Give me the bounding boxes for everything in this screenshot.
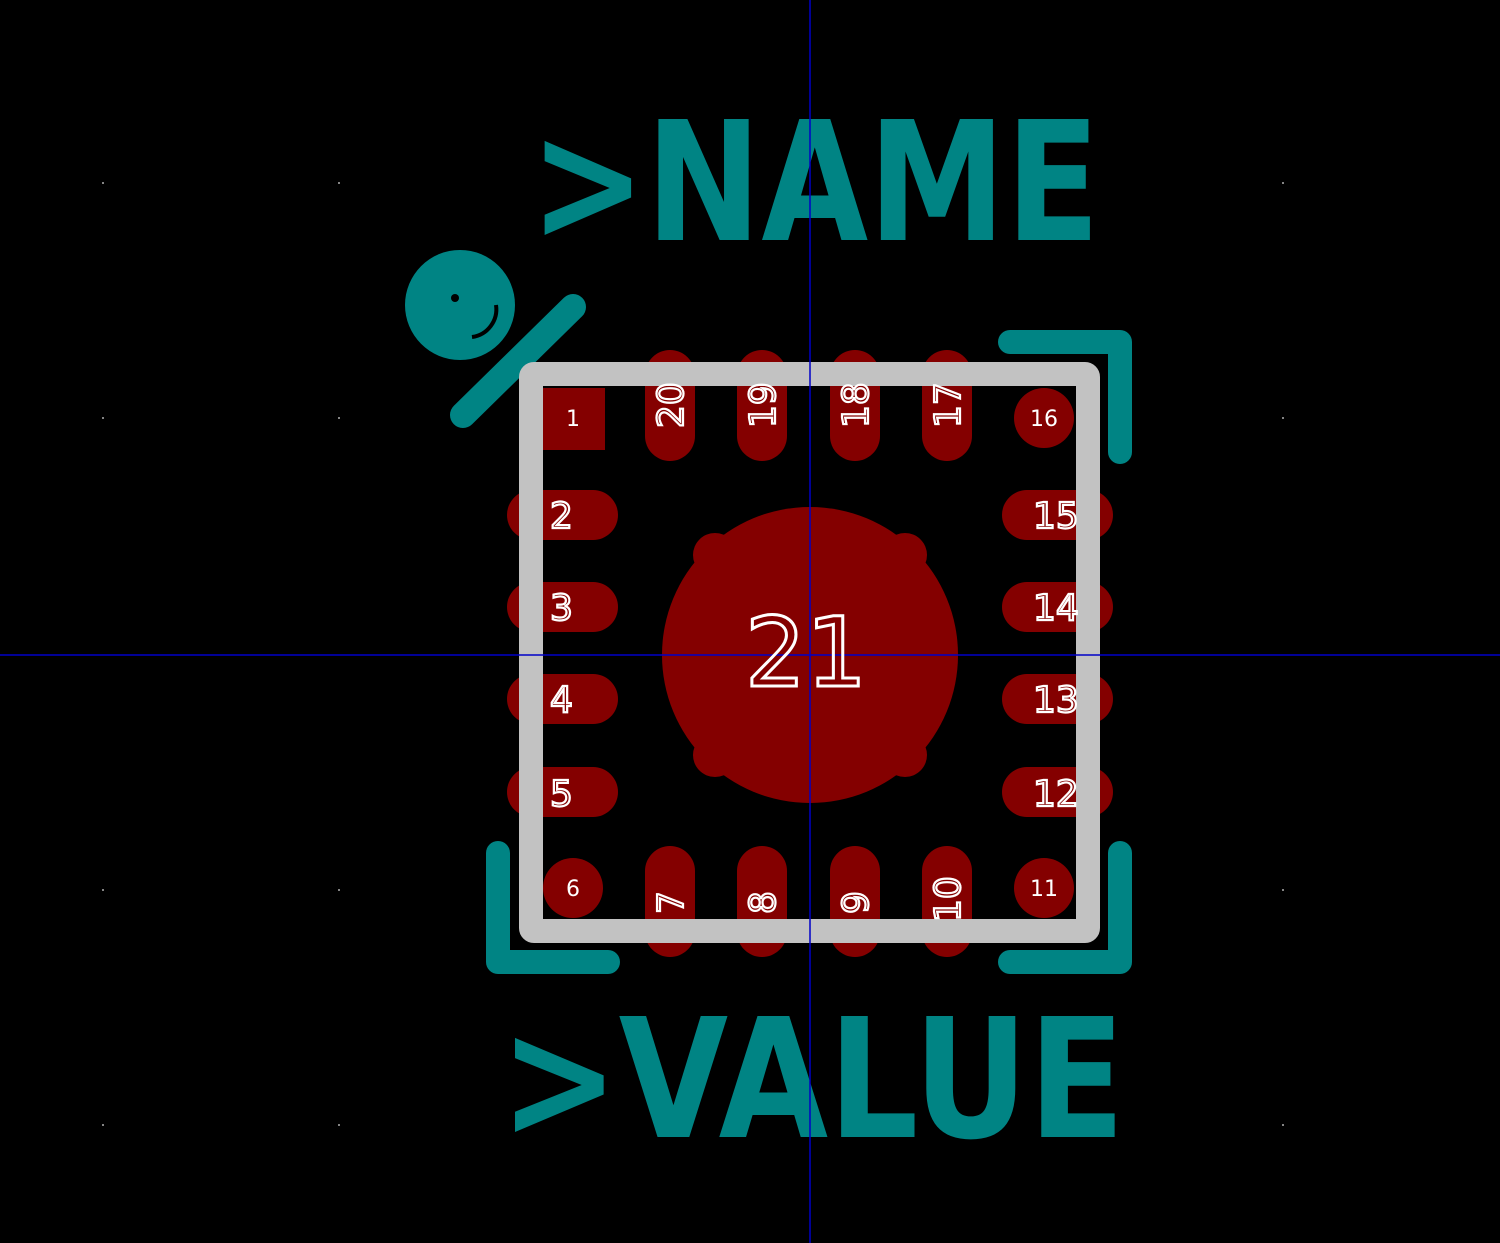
pad-label-4: 4 (550, 680, 573, 721)
pad-label-13: 13 (1033, 680, 1079, 721)
pad-6[interactable] (543, 858, 603, 918)
reference-label: >NAME (530, 87, 1100, 280)
pad-16[interactable] (1014, 388, 1074, 448)
pad-1[interactable] (543, 388, 605, 450)
pad-label-8: 8 (743, 891, 784, 914)
value-label: >VALUE (500, 984, 1125, 1177)
pad-11[interactable] (1014, 858, 1074, 918)
pad-label-12: 12 (1033, 774, 1079, 815)
pad-label-19: 19 (743, 382, 784, 428)
pad-label-7: 7 (651, 891, 692, 914)
pad-label-18: 18 (836, 382, 877, 428)
grid (102, 182, 1284, 1126)
silk-corner-bottom-left (486, 841, 620, 974)
pad-label-16: 16 (1030, 407, 1058, 432)
pad-label-10: 10 (928, 876, 969, 922)
silk-corner-bottom-right (998, 841, 1132, 974)
pad-label-6: 6 (566, 877, 580, 902)
pad-label-14: 14 (1033, 588, 1079, 629)
pad-label-15: 15 (1033, 496, 1079, 537)
pad-label-21: 21 (745, 597, 867, 709)
pad-label-2: 2 (550, 496, 573, 537)
pad-label-5: 5 (550, 774, 573, 815)
pad-labels: 1 16 6 11 2 3 4 5 15 14 13 12 20 19 18 1… (549, 381, 1080, 923)
silkscreen-corners (486, 330, 1132, 974)
pad-label-20: 20 (651, 382, 692, 428)
pad-label-1: 1 (566, 407, 580, 432)
pad-label-9: 9 (836, 891, 877, 914)
silk-corner-top-right (998, 330, 1132, 464)
pad-label-3: 3 (550, 588, 573, 629)
pin1-marker (405, 250, 586, 428)
pad-label-17: 17 (928, 382, 969, 428)
pad-label-11: 11 (1030, 877, 1058, 902)
